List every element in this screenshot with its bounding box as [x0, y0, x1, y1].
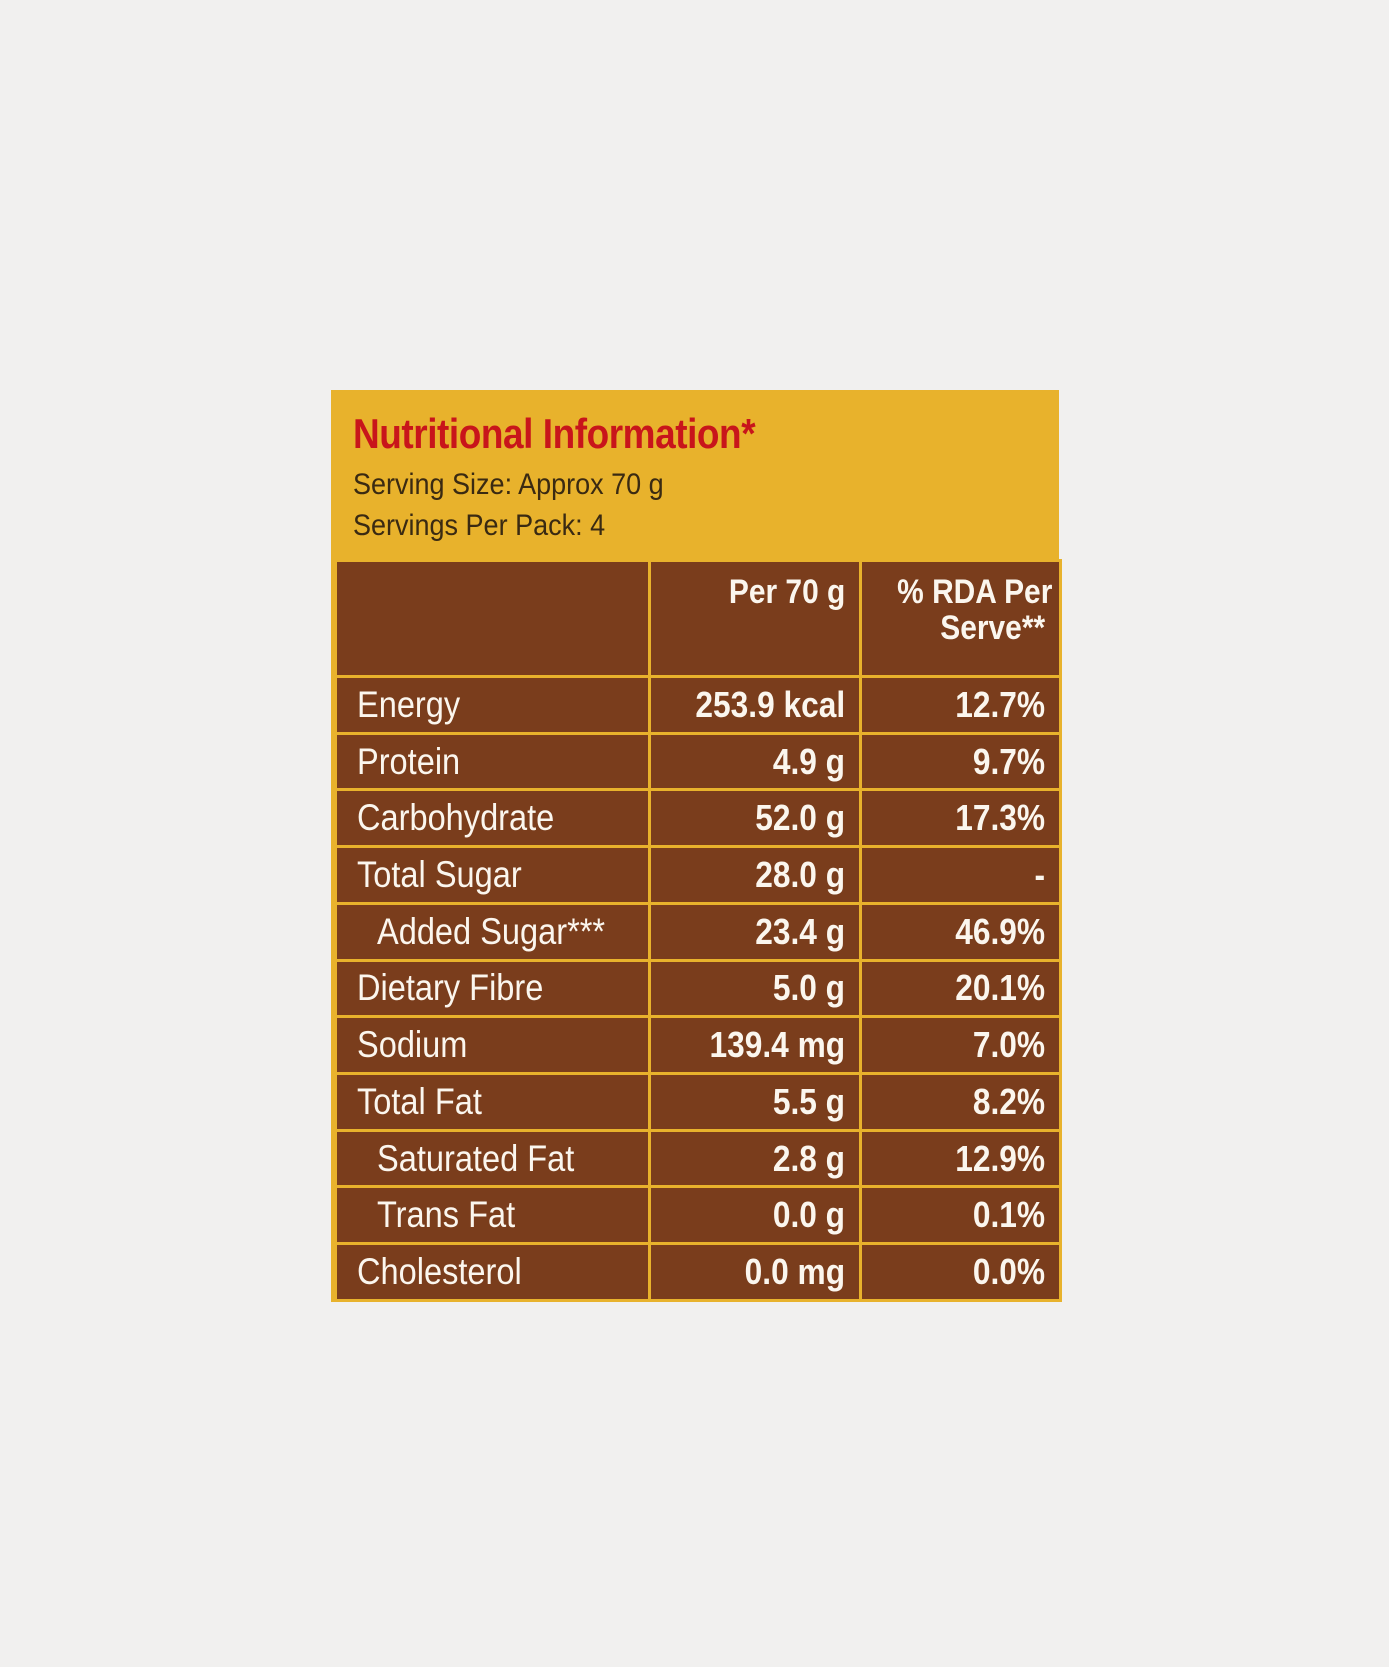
nutrient-rda: 12.7% [859, 675, 1062, 735]
nutrient-name: Sodium [334, 1015, 651, 1076]
nutrient-amount: 4.9 g [648, 731, 862, 792]
table-row: Saturated Fat 2.8 g 12.9% [334, 1128, 1062, 1189]
nutrient-rda: 46.9% [859, 901, 1062, 962]
table-row: Carbohydrate 52.0 g 17.3% [334, 788, 1062, 849]
nutrient-name: Total Fat [334, 1072, 651, 1132]
nutrient-amount: 52.0 g [648, 788, 862, 849]
header-rda-line1: % RDA Per [897, 573, 1053, 611]
nutrient-name: Added Sugar*** [334, 901, 651, 962]
table-row: Protein 4.9 g 9.7% [334, 731, 1062, 792]
nutrient-amount: 23.4 g [648, 901, 862, 962]
serving-size: Serving Size: Approx 70 g [353, 468, 664, 501]
nutrient-amount: 2.8 g [648, 1128, 862, 1189]
header-rda-line2: Serve** [940, 609, 1045, 647]
nutrient-amount: 139.4 mg [648, 1015, 862, 1076]
nutrient-rda: 0.0% [859, 1242, 1062, 1302]
table-row: Energy 253.9 kcal 12.7% [334, 675, 1062, 735]
header-per-serving: Per 70 g [648, 559, 862, 678]
table-row: Total Sugar 28.0 g - [334, 845, 1062, 905]
nutrient-amount: 253.9 kcal [648, 675, 862, 735]
table-header-row: Per 70 g % RDA Per Serve** [334, 559, 1062, 678]
header-nutrient [334, 559, 651, 678]
table-row: Added Sugar*** 23.4 g 46.9% [334, 901, 1062, 962]
nutrient-amount: 0.0 g [648, 1185, 862, 1246]
table-row: Trans Fat 0.0 g 0.1% [334, 1185, 1062, 1246]
nutrition-table: Per 70 g % RDA Per Serve** Energy 253.9 … [334, 559, 1062, 1302]
nutrient-amount: 5.5 g [648, 1072, 862, 1132]
table-body: Energy 253.9 kcal 12.7% Protein 4.9 g 9.… [334, 675, 1062, 1302]
nutrient-rda: 8.2% [859, 1072, 1062, 1132]
label-header: Nutritional Information* Serving Size: A… [353, 410, 1049, 546]
table-row: Total Fat 5.5 g 8.2% [334, 1072, 1062, 1132]
nutrient-amount: 28.0 g [648, 845, 862, 905]
nutrient-rda: 12.9% [859, 1128, 1062, 1189]
table-header: Per 70 g % RDA Per Serve** [334, 559, 1062, 678]
nutrient-name: Cholesterol [334, 1242, 651, 1302]
nutrient-amount: 5.0 g [648, 958, 862, 1019]
nutrient-name: Protein [334, 731, 651, 792]
nutrient-name: Carbohydrate [334, 788, 651, 849]
table-row: Sodium 139.4 mg 7.0% [334, 1015, 1062, 1076]
servings-per-pack: Servings Per Pack: 4 [353, 509, 606, 542]
nutrient-rda: - [859, 845, 1062, 905]
nutrient-rda: 9.7% [859, 731, 1062, 792]
nutrient-name: Energy [334, 675, 651, 735]
nutrient-name: Dietary Fibre [334, 958, 651, 1019]
header-rda: % RDA Per Serve** [859, 559, 1062, 678]
nutrient-amount: 0.0 mg [648, 1242, 862, 1302]
nutrient-rda: 20.1% [859, 958, 1062, 1019]
nutrition-label-panel: Nutritional Information* Serving Size: A… [331, 390, 1062, 1302]
table-row: Dietary Fibre 5.0 g 20.1% [334, 958, 1062, 1019]
nutrient-rda: 0.1% [859, 1185, 1062, 1246]
label-title: Nutritional Information* [353, 410, 756, 457]
nutrient-rda: 7.0% [859, 1015, 1062, 1076]
nutrient-name: Trans Fat [334, 1185, 651, 1246]
table-row: Cholesterol 0.0 mg 0.0% [334, 1242, 1062, 1302]
nutrient-name: Total Sugar [334, 845, 651, 905]
nutrient-rda: 17.3% [859, 788, 1062, 849]
nutrient-name: Saturated Fat [334, 1128, 651, 1189]
